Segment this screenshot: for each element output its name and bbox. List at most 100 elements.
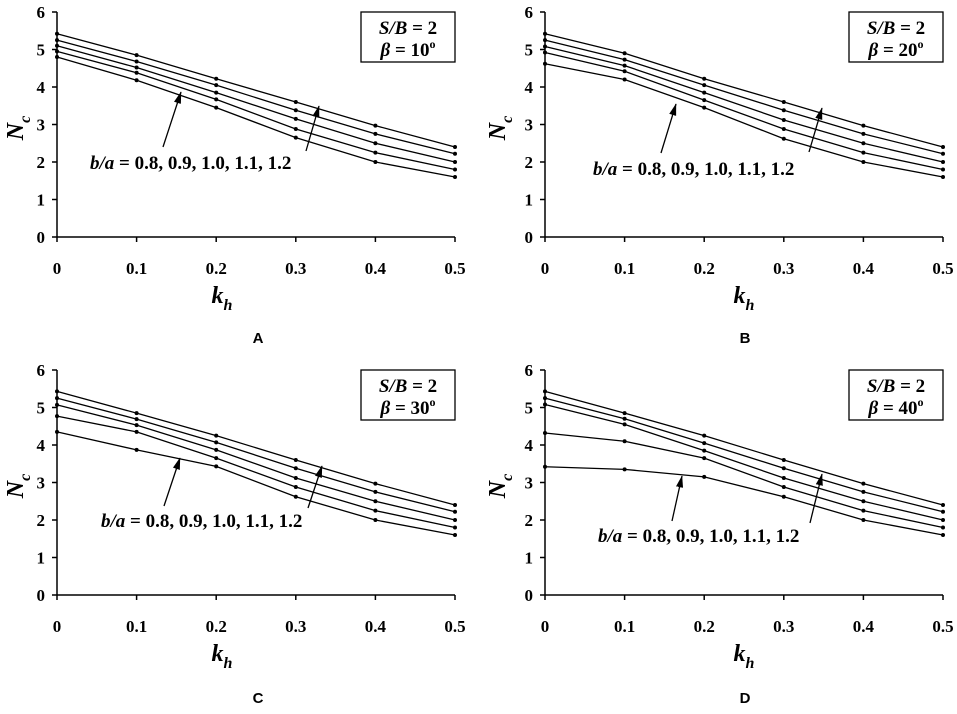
x-tick-label: 0.3 [773, 617, 794, 636]
data-point [293, 108, 298, 113]
data-point [702, 456, 707, 461]
legend-value: = 30 [390, 398, 429, 419]
data-point [214, 433, 219, 438]
y-tick-label: 2 [37, 511, 46, 530]
x-axis-label-main: k [212, 283, 224, 309]
data-point [941, 145, 945, 149]
annotation-arrow [671, 475, 684, 522]
data-point [941, 509, 945, 514]
legend-line-1: S/B = 2 [379, 376, 437, 397]
legend-line-2: β = 20o [867, 37, 923, 61]
legend-value: = 2 [407, 376, 437, 397]
data-point [55, 389, 59, 394]
x-axis-label: kh [212, 283, 233, 314]
x-axis-label-main: k [212, 641, 224, 667]
data-point [373, 481, 378, 486]
annotation-arrow [808, 107, 823, 153]
annotation-variable: b/a [593, 159, 618, 180]
x-tick-label: 0.1 [614, 259, 635, 278]
annotation-values: = 0.8, 0.9, 1.0, 1.1, 1.2 [125, 511, 302, 532]
data-point [781, 108, 786, 113]
x-tick-label: 0.1 [614, 617, 635, 636]
data-point [293, 494, 298, 499]
y-tick-label: 1 [525, 549, 534, 568]
x-tick-label: 0.1 [126, 259, 147, 278]
data-point [543, 402, 547, 407]
legend-value: = 10 [390, 40, 429, 61]
data-point [134, 70, 139, 75]
data-point [861, 160, 866, 164]
data-point [941, 503, 945, 507]
data-point [453, 533, 457, 537]
legend-value: = 2 [895, 18, 925, 39]
legend-variable: S/B [867, 18, 896, 39]
legend-frame [360, 11, 456, 63]
annotation-arrow [305, 105, 320, 152]
data-point [293, 466, 298, 471]
data-point [373, 123, 378, 128]
data-point [55, 49, 59, 54]
data-point [941, 151, 945, 156]
annotation-variable: b/a [598, 526, 623, 547]
data-point [543, 44, 547, 49]
data-point [543, 38, 547, 43]
data-point [861, 131, 866, 136]
data-point [861, 508, 866, 513]
data-point [781, 476, 786, 480]
legend-variable: β [379, 398, 390, 419]
data-point [622, 63, 627, 68]
data-point [543, 31, 547, 36]
data-point [941, 167, 945, 172]
data-point [214, 76, 219, 81]
legend-value: = 40 [878, 398, 917, 419]
series-line [56, 50, 456, 171]
legend-variable: β [379, 40, 390, 61]
y-tick-label: 0 [525, 228, 534, 247]
data-point [622, 439, 627, 444]
y-axis-label-main: N [485, 121, 511, 141]
data-point [622, 77, 627, 82]
y-tick-label: 4 [37, 436, 46, 455]
legend-degree-superscript: o [430, 37, 436, 51]
data-point [702, 83, 707, 88]
y-tick-label: 0 [37, 228, 46, 247]
y-axis-label-subscript: c [17, 474, 34, 481]
legend-box: S/B = 2β = 30o [360, 369, 456, 421]
data-point [861, 499, 866, 504]
x-tick-label: 0.4 [853, 617, 875, 636]
y-tick-label: 1 [37, 191, 46, 210]
data-point [55, 396, 59, 401]
data-point [941, 525, 945, 530]
data-point [861, 150, 866, 155]
data-point [134, 65, 139, 70]
data-point [453, 525, 457, 530]
legend-box: S/B = 2β = 20o [848, 11, 944, 63]
x-tick-label: 0.5 [444, 259, 465, 278]
x-tick-label: 0.1 [126, 617, 147, 636]
y-tick-label: 5 [37, 41, 46, 60]
data-point [453, 160, 457, 164]
y-tick-label: 3 [37, 474, 46, 493]
legend-line-1: S/B = 2 [867, 18, 925, 39]
legend-value: = 2 [895, 376, 925, 397]
y-tick-label: 6 [37, 361, 46, 380]
x-tick-label: 0 [53, 617, 62, 636]
x-axis-label-subscript: h [224, 297, 233, 314]
data-point [781, 466, 786, 471]
data-point [781, 100, 786, 104]
series-line [56, 415, 456, 529]
series-line [544, 63, 944, 178]
y-tick-label: 5 [525, 399, 534, 418]
data-point [134, 423, 139, 428]
data-point [55, 414, 59, 419]
annotation-values: = 0.8, 0.9, 1.0, 1.1, 1.2 [114, 153, 291, 174]
y-axis-label-main: N [485, 479, 511, 499]
x-axis-label: kh [734, 283, 755, 314]
data-point [622, 411, 627, 416]
data-point [622, 57, 627, 62]
annotation-arrow [660, 103, 677, 154]
